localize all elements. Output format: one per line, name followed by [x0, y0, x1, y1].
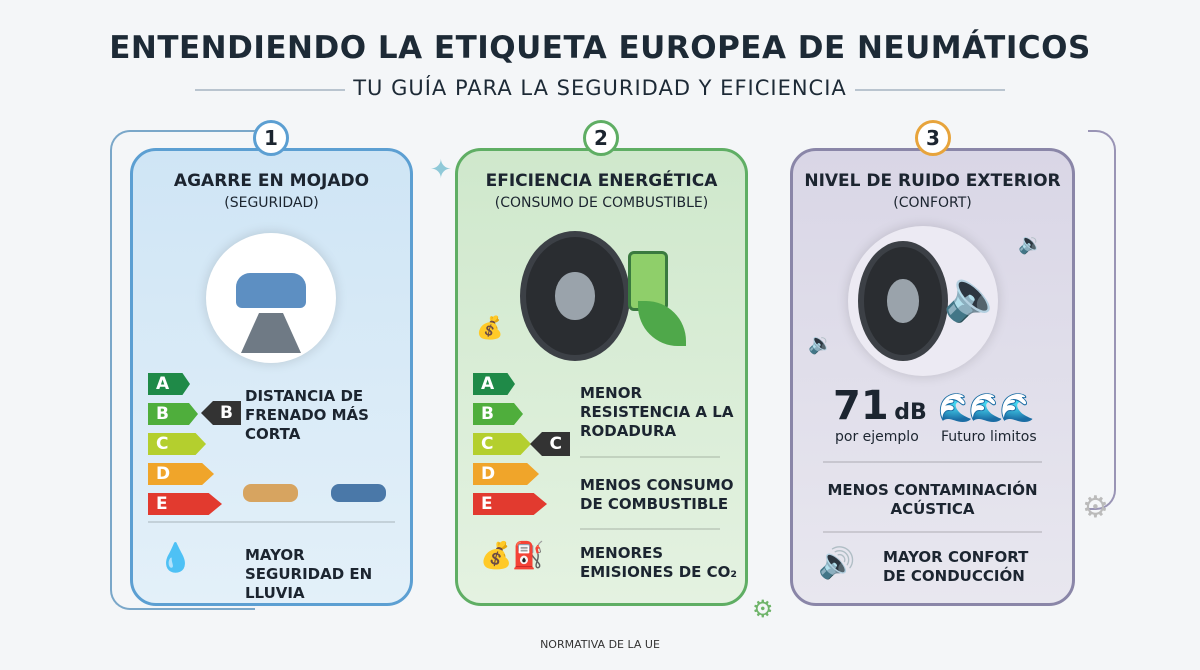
grade-e: E [473, 493, 547, 515]
panel-subtitle: (CONFORT) [893, 195, 972, 211]
grade-a: A [148, 373, 190, 395]
waves-caption: Futuro limitos [941, 429, 1037, 445]
speaker-icon: 🔉 [808, 331, 833, 355]
connector-line [1088, 130, 1116, 510]
db-unit: dB [894, 400, 927, 425]
noise-circle: 🔈 [848, 226, 1005, 376]
step-number: 3 [915, 120, 951, 156]
panel-subtitle: (CONSUMO DE COMBUSTIBLE) [494, 195, 709, 211]
grade-c: C [148, 433, 206, 455]
tire-icon [858, 241, 948, 361]
sparkle-icon: ✦ [430, 155, 452, 185]
grade-a: A [473, 373, 515, 395]
page-subtitle: TU GUÍA PARA LA SEGURIDAD Y EFICIENCIA [353, 76, 847, 100]
benefit-text: DISTANCIA DE FRENADO MÁS CORTA [245, 387, 369, 443]
money-bag-icon: 💰 [476, 316, 504, 341]
panel-subtitle: (SEGURIDAD) [224, 195, 319, 211]
footer-note: NORMATIVA DE LA UE [540, 638, 660, 651]
panel-title: EFICIENCIA ENERGÉTICA [485, 171, 718, 191]
panel-noise-level: NIVEL DE RUIDO EXTERIOR (CONFORT) 🔈 🔉 🔉 … [790, 148, 1075, 606]
divider [855, 89, 1005, 91]
benefit-text: MENOR RESISTENCIA A LA RODADURA [580, 384, 734, 440]
benefit-text: MENOS CONTAMINACIÓN ACÚSTICA [827, 481, 1038, 518]
grade-b: B [148, 403, 198, 425]
grade-scale: A B C D E [473, 373, 547, 515]
db-caption: por ejemplo [835, 429, 919, 445]
divider [580, 456, 720, 458]
benefit-text: MAYOR CONFORT DE CONDUCCIÓN [883, 548, 1029, 585]
divider [580, 528, 720, 530]
speaker-icon: 🔉 [1018, 231, 1043, 255]
connector-line [110, 130, 255, 610]
db-value: 71 [833, 383, 889, 429]
gear-icon: ⚙ [1082, 490, 1109, 525]
grade-d: D [148, 463, 214, 485]
cars-braking-icon [243, 476, 393, 506]
panel-title: NIVEL DE RUIDO EXTERIOR [804, 171, 1061, 191]
benefit-text: MENORES EMISIONES DE CO₂ [580, 544, 737, 581]
wet-car-icon [206, 233, 336, 363]
sound-waves-icon: 🌊🌊🌊 [938, 391, 1035, 424]
step-number: 1 [253, 120, 289, 156]
page-title: ENTENDIENDO LA ETIQUETA EUROPEA DE NEUMÁ… [109, 30, 1091, 66]
grade-scale: A B C D E [148, 373, 222, 515]
money-fuel-icon: 💰⛽ [480, 541, 545, 571]
grade-b: B [473, 403, 523, 425]
leaf-icon [638, 301, 686, 346]
speaker-icon: 🔊 [818, 546, 856, 581]
fuel-pump-icon [628, 251, 668, 311]
speaker-icon: 🔈 [943, 266, 1006, 324]
panel-wet-grip: AGARRE EN MOJADO (SEGURIDAD) A B C D E B… [130, 148, 413, 606]
tire-icon [520, 231, 630, 361]
divider [823, 461, 1042, 463]
benefit-text: MENOS CONSUMO DE COMBUSTIBLE [580, 476, 734, 513]
divider [195, 89, 345, 91]
grade-e: E [148, 493, 222, 515]
panel-title: AGARRE EN MOJADO [173, 171, 370, 191]
gear-icon: ⚙ [752, 595, 774, 623]
grade-c: C [473, 433, 531, 455]
step-number: 2 [583, 120, 619, 156]
divider [148, 521, 395, 523]
water-drop-icon: 💧 [158, 541, 193, 574]
noise-value: 71 dB [833, 383, 927, 429]
panel-energy-efficiency: EFICIENCIA ENERGÉTICA (CONSUMO DE COMBUS… [455, 148, 748, 606]
divider [823, 531, 1042, 533]
grade-d: D [473, 463, 539, 485]
benefit-text: MAYOR SEGURIDAD EN LLUVIA [245, 546, 373, 602]
